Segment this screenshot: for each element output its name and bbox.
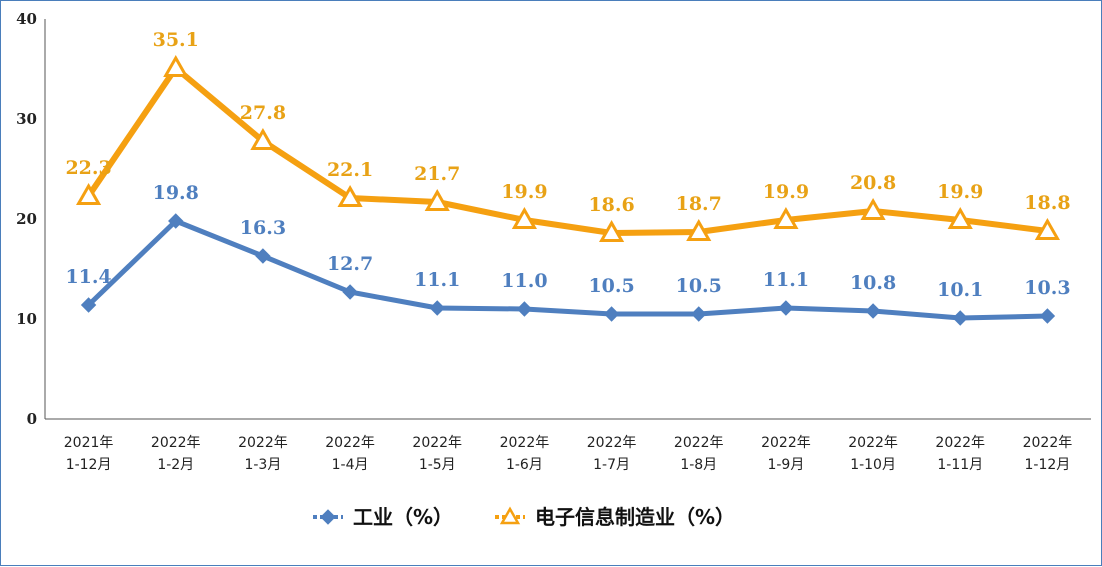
triangle-marker <box>860 197 886 220</box>
data-label: 18.7 <box>676 193 722 215</box>
electronics-series-line <box>86 65 1048 236</box>
diamond-marker <box>516 301 533 317</box>
triangle-marker <box>947 206 973 229</box>
diamond-marker <box>342 284 358 300</box>
diamond-marker <box>691 306 707 322</box>
data-label: 19.9 <box>937 181 983 203</box>
x-tick-label: 2022年 1-8月 <box>674 435 724 473</box>
triangle-marker <box>511 206 538 229</box>
triangle-marker <box>499 506 521 525</box>
diamond-marker <box>255 248 271 264</box>
y-tick-label: 40 <box>16 10 37 28</box>
data-labels: 11.4 19.8 16.3 12.7 11.1 11.0 10.5 10.5 11.1 10.8… <box>65 29 1070 301</box>
data-label: 10.3 <box>1024 277 1070 299</box>
data-label: 18.8 <box>1024 192 1070 214</box>
legend-item-industry: 工业（%） <box>313 505 453 529</box>
triangle-marker <box>686 218 712 241</box>
diamond-marker <box>603 306 620 322</box>
legend-label-industry: 工业（%） <box>353 505 453 529</box>
x-tick-label: 2022年 1-10月 <box>848 435 898 473</box>
x-tick-label: 2022年 1-6月 <box>500 435 550 473</box>
x-tick-label: 2022年 1-11月 <box>935 435 985 473</box>
x-tick-label: 2022年 1-9月 <box>761 435 811 473</box>
x-tick-label: 2022年 1-4月 <box>325 435 375 473</box>
industry-series-line <box>86 218 1048 321</box>
y-tick-label: 10 <box>16 310 37 328</box>
data-label: 19.8 <box>153 182 199 204</box>
triangle-marker <box>75 182 102 205</box>
data-label: 18.6 <box>588 194 634 216</box>
triangle-marker <box>598 219 625 242</box>
diamond-marker <box>429 300 445 316</box>
axes <box>44 19 1091 420</box>
data-label: 11.4 <box>65 266 111 288</box>
y-tick-label: 30 <box>16 110 37 128</box>
series-markers <box>75 54 1061 326</box>
series-lines <box>86 65 1048 321</box>
x-tick-label: 2022年 1-3月 <box>238 435 288 473</box>
legend-item-electronics: 电子信息制造业（%） <box>495 505 735 529</box>
data-label: 10.5 <box>676 275 722 297</box>
data-label: 21.7 <box>414 163 460 185</box>
data-label: 35.1 <box>153 29 199 51</box>
data-label: 11.1 <box>414 269 460 291</box>
diamond-marker <box>952 310 968 326</box>
diamond-marker <box>1039 308 1056 324</box>
x-tick-label: 2022年 1-2月 <box>151 435 201 473</box>
diamond-marker <box>80 297 97 313</box>
diamond-marker <box>778 300 794 316</box>
triangle-marker <box>424 188 450 211</box>
triangle-marker <box>250 127 276 150</box>
data-label: 19.9 <box>501 181 547 203</box>
data-label: 16.3 <box>240 217 286 239</box>
data-label: 10.8 <box>850 272 896 294</box>
data-label: 11.1 <box>763 269 809 291</box>
data-label: 20.8 <box>850 172 896 194</box>
triangle-marker <box>773 206 799 229</box>
y-tick-labels: 0 10 20 30 40 <box>16 10 37 428</box>
diamond-marker <box>865 303 881 319</box>
x-tick-labels: 2021年 1-12月 2022年 1-2月 2022年 1-3月 2022年 1-4月 202… <box>64 435 1072 473</box>
y-tick-label: 20 <box>16 210 37 228</box>
triangle-marker <box>1034 217 1061 240</box>
diamond-marker <box>320 509 336 525</box>
data-label: 22.1 <box>327 159 373 181</box>
x-tick-label: 2022年 1-5月 <box>412 435 462 473</box>
y-tick-label: 0 <box>27 410 37 428</box>
data-label: 12.7 <box>327 253 373 275</box>
data-label: 10.1 <box>937 279 983 301</box>
x-tick-label: 2022年 1-7月 <box>587 435 637 473</box>
data-label: 22.3 <box>65 157 111 179</box>
triangle-marker <box>163 54 189 77</box>
legend-label-electronics: 电子信息制造业（%） <box>535 505 735 529</box>
diamond-marker <box>168 213 184 229</box>
data-label: 11.0 <box>501 270 547 292</box>
x-tick-label: 2022年 1-12月 <box>1023 435 1073 473</box>
data-label: 10.5 <box>588 275 634 297</box>
data-label: 27.8 <box>240 102 286 124</box>
x-tick-label: 2021年 1-12月 <box>64 435 114 473</box>
triangle-marker <box>337 184 363 207</box>
data-label: 19.9 <box>763 181 809 203</box>
legend: 工业（%） 电子信息制造业（%） <box>313 505 735 529</box>
